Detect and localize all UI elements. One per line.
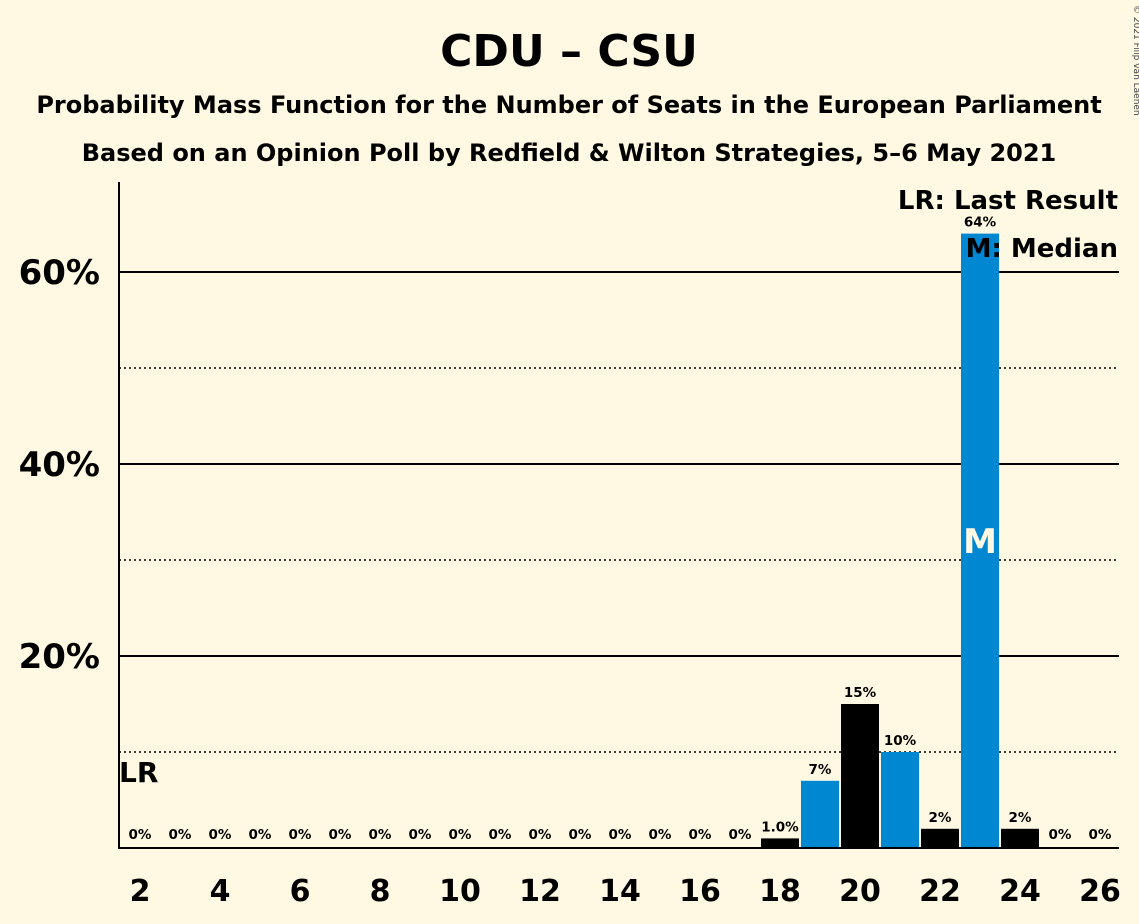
data-label-seat-7: 0% <box>329 827 352 843</box>
data-label-seat-21: 10% <box>884 733 917 749</box>
data-label-seat-10: 0% <box>449 827 472 843</box>
data-label-seat-4: 0% <box>209 827 232 843</box>
bar-seat-21 <box>881 752 919 848</box>
chart-title: CDU – CSU <box>440 26 698 77</box>
data-label-seat-3: 0% <box>169 827 192 843</box>
data-label-seat-13: 0% <box>569 827 592 843</box>
x-tick-label: 6 <box>290 874 311 909</box>
y-tick-label: 40% <box>19 445 100 485</box>
legend-median: M: Median <box>966 234 1118 264</box>
data-label-seat-15: 0% <box>649 827 672 843</box>
data-label-seat-9: 0% <box>409 827 432 843</box>
median-marker: M <box>963 522 997 562</box>
data-label-seat-20: 15% <box>844 685 877 701</box>
x-tick-label: 2 <box>130 874 151 909</box>
x-tick-label: 18 <box>759 874 801 909</box>
data-label-seat-25: 0% <box>1049 827 1072 843</box>
x-tick-label: 8 <box>370 874 391 909</box>
data-label-seat-12: 0% <box>529 827 552 843</box>
copyright-notice: © 2021 Filip van Laenen <box>1131 5 1139 116</box>
bars-group <box>761 233 1039 849</box>
bar-seat-18 <box>761 838 799 848</box>
y-tick-label: 60% <box>19 253 100 293</box>
x-tick-labels: 2 4 6 8 10 12 14 16 18 20 22 24 26 <box>130 874 1121 909</box>
bar-seat-24 <box>1001 828 1039 848</box>
data-label-seat-18: 1.0% <box>761 819 799 835</box>
data-label-seat-24: 2% <box>1009 810 1032 826</box>
bar-seat-22 <box>921 828 959 848</box>
x-tick-label: 20 <box>839 874 881 909</box>
data-label-seat-26: 0% <box>1089 827 1112 843</box>
bar-seat-19 <box>801 780 839 848</box>
y-tick-label: 20% <box>19 637 100 677</box>
data-label-seat-19: 7% <box>809 762 832 778</box>
chart-subtitle-2: Based on an Opinion Poll by Redfield & W… <box>82 139 1057 167</box>
data-label-seat-14: 0% <box>609 827 632 843</box>
x-tick-label: 22 <box>919 874 961 909</box>
bar-seat-20 <box>841 704 879 848</box>
legend-last-result: LR: Last Result <box>898 186 1118 216</box>
data-label-seat-22: 2% <box>929 810 952 826</box>
data-label-seat-5: 0% <box>249 827 272 843</box>
chart-subtitle-1: Probability Mass Function for the Number… <box>36 91 1101 119</box>
x-tick-label: 24 <box>999 874 1041 909</box>
data-label-seat-11: 0% <box>489 827 512 843</box>
data-label-seat-17: 0% <box>729 827 752 843</box>
grid-lines <box>119 271 1119 753</box>
data-labels-group: 0% 0% 0% 0% 0% 0% 0% 0% 0% 0% 0% 0% 0% 0% 0% 0% 1.0% 7% 15… <box>129 215 1112 843</box>
x-tick-label: 26 <box>1079 874 1121 909</box>
data-label-seat-16: 0% <box>689 827 712 843</box>
x-tick-label: 14 <box>599 874 641 909</box>
y-tick-labels: 20% 40% 60% <box>19 253 100 677</box>
data-label-seat-2: 0% <box>129 827 152 843</box>
x-tick-label: 16 <box>679 874 721 909</box>
data-label-seat-8: 0% <box>369 827 392 843</box>
x-tick-label: 4 <box>210 874 231 909</box>
x-tick-label: 10 <box>439 874 481 909</box>
last-result-marker: LR <box>119 756 158 789</box>
x-tick-label: 12 <box>519 874 561 909</box>
data-label-seat-23: 64% <box>964 215 997 231</box>
bar-seat-23 <box>961 233 999 849</box>
data-label-seat-6: 0% <box>289 827 312 843</box>
